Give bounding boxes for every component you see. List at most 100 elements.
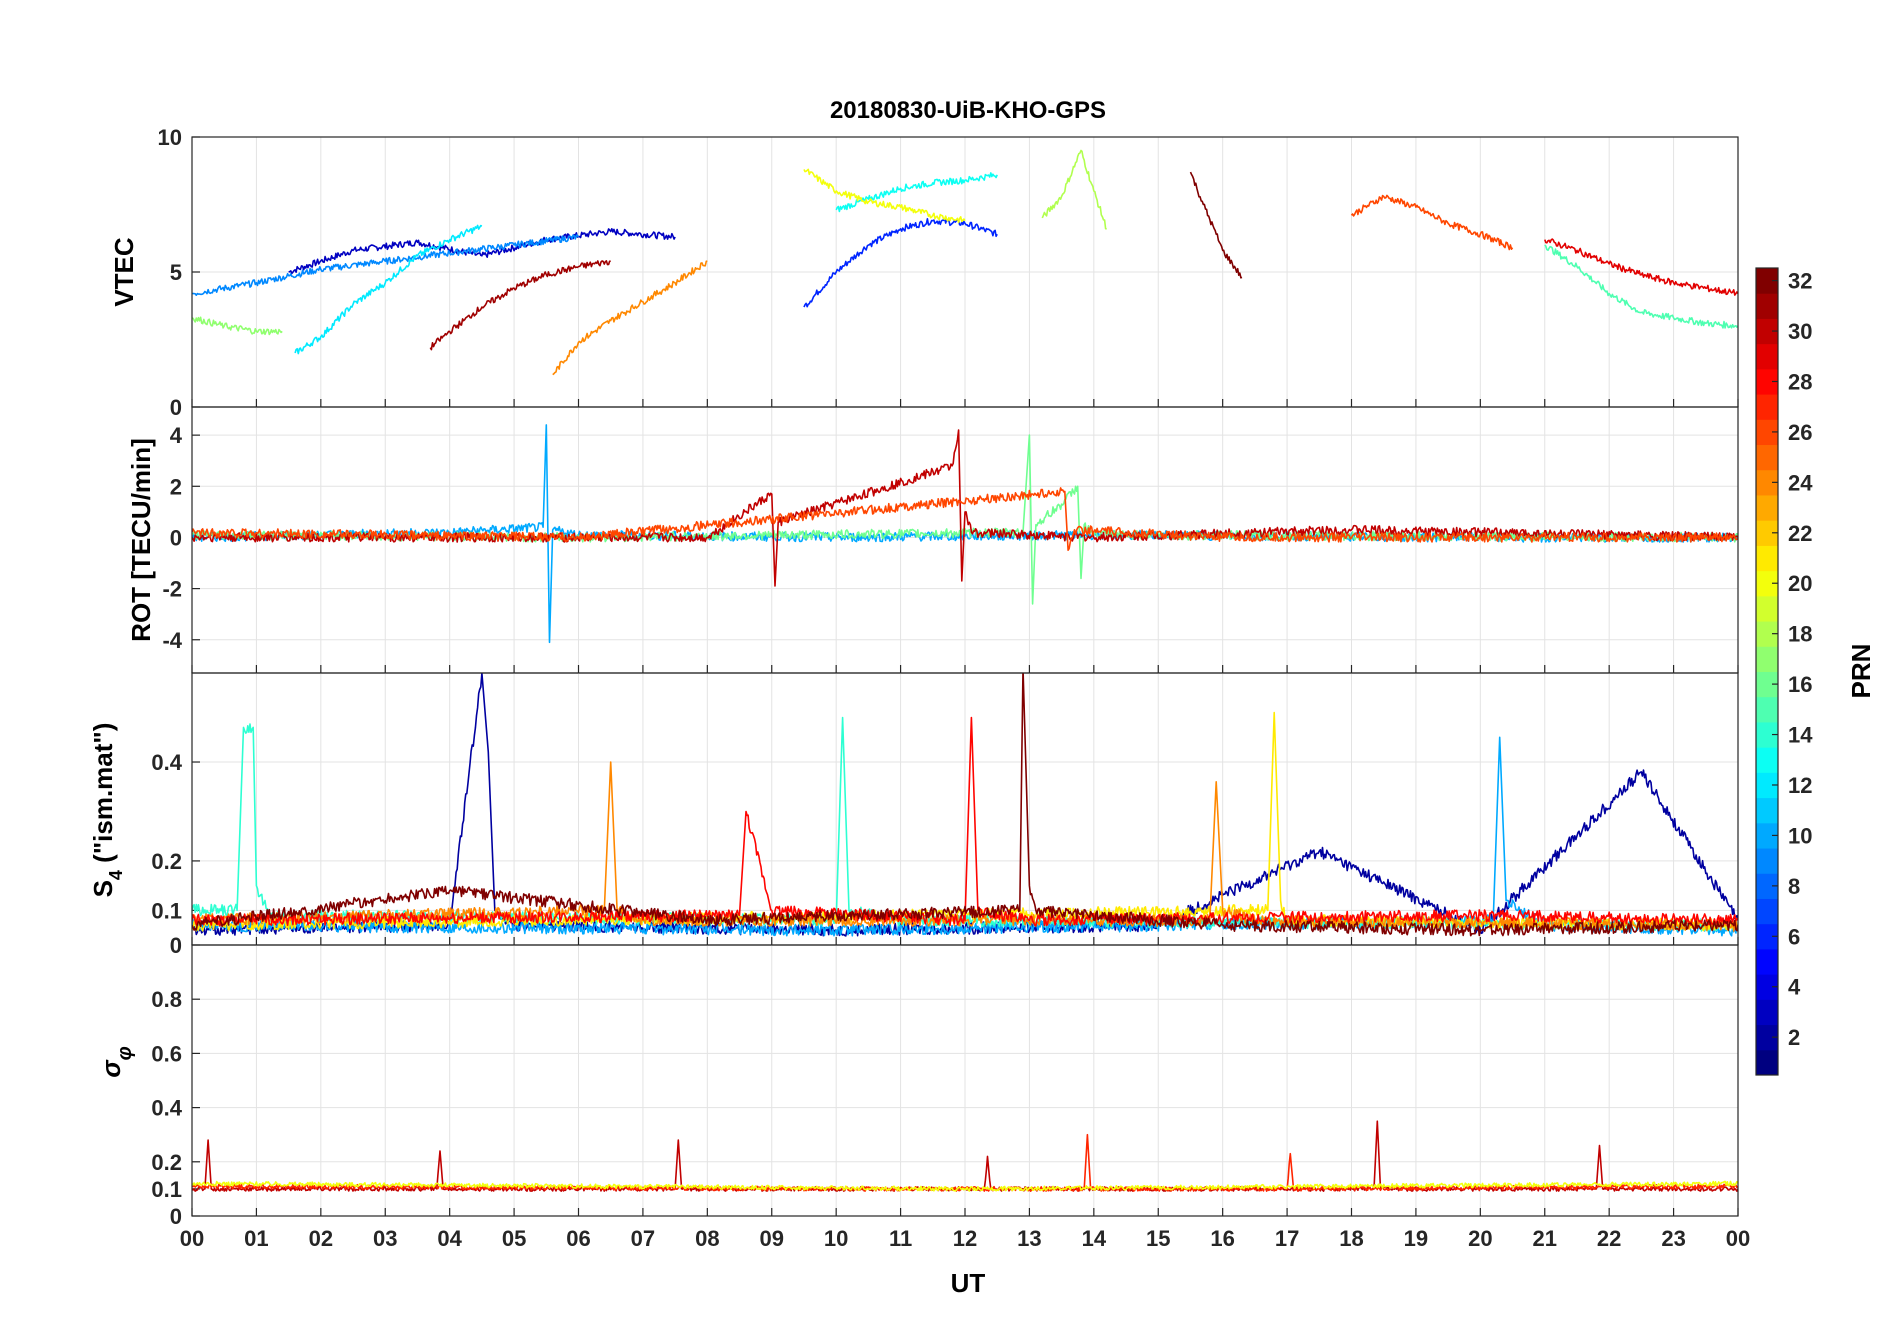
series-sigma_phi-prn-20 [192, 1180, 1738, 1192]
series-group-s4 [192, 673, 1738, 937]
colorbar-tick-label: 32 [1788, 269, 1812, 294]
x-tick-label: 13 [1017, 1226, 1041, 1251]
x-tick-label: 01 [244, 1226, 268, 1251]
series-vtec-prn-26 [1350, 194, 1514, 251]
colorbar-swatch-27 [1756, 394, 1778, 420]
series-group-vtec [192, 149, 1738, 376]
y-tick-label-s4: 0 [170, 933, 182, 958]
series-vtec-prn-24 [552, 260, 708, 376]
colorbar-tick-label: 16 [1788, 672, 1812, 697]
colorbar-swatch-21 [1756, 545, 1778, 572]
y-axis-label-vtec: VTEC [109, 237, 139, 307]
colorbar-swatch-32 [1756, 268, 1778, 294]
colorbar-swatch-10 [1756, 822, 1778, 849]
x-axis-label: UT [951, 1268, 986, 1298]
x-tick-label: 23 [1661, 1226, 1685, 1251]
series-vtec-prn-6 [803, 218, 998, 308]
panel-vtec: 0 5 10 [158, 125, 1739, 420]
colorbar-swatch-15 [1756, 696, 1778, 723]
x-tick-label: 10 [824, 1226, 848, 1251]
colorbar-swatch-6 [1756, 923, 1778, 950]
x-tick-label: 17 [1275, 1226, 1299, 1251]
colorbar-swatch-3 [1756, 999, 1778, 1026]
y-tick-label-vtec: 10 [158, 125, 182, 150]
colorbar-swatch-11 [1756, 797, 1778, 824]
y-tick-label-sigma_phi: 0.4 [151, 1096, 182, 1121]
colorbar-swatch-1 [1756, 1049, 1778, 1076]
series-vtec-prn-12 [294, 224, 483, 355]
colorbar-swatch-16 [1756, 671, 1778, 698]
series-s4-prn-32 [192, 673, 1738, 937]
y-axis-label-sigma-phi: σφ [96, 1046, 136, 1077]
x-tick-label: 14 [1082, 1226, 1107, 1251]
y-tick-label-rot: -2 [162, 577, 182, 602]
x-tick-label: 04 [437, 1226, 462, 1251]
colorbar-swatch-12 [1756, 772, 1778, 799]
colorbar-tick-label: 24 [1788, 470, 1813, 495]
x-tick-label: 03 [373, 1226, 397, 1251]
colorbar-tick-label: 8 [1788, 874, 1800, 899]
y-axis-label-s4: S4 ("ism.mat") [88, 723, 126, 898]
colorbar-swatch-13 [1756, 747, 1778, 773]
colorbar-tick-label: 28 [1788, 369, 1812, 394]
x-tick-label: 21 [1533, 1226, 1557, 1251]
x-tick-label: 20 [1468, 1226, 1492, 1251]
colorbar-swatch-2 [1756, 1024, 1778, 1051]
x-tick-label: 18 [1339, 1226, 1363, 1251]
series-rot-prn-30 [192, 429, 1738, 587]
colorbar-swatch-28 [1756, 368, 1778, 395]
series-vtec-prn-31 [429, 260, 611, 351]
y-tick-label-sigma_phi: 0 [170, 1204, 182, 1229]
y-tick-label-sigma_phi: 0.6 [151, 1041, 182, 1066]
series-rot-prn-26 [192, 487, 1738, 551]
series-vtec-prn-32 [1189, 171, 1243, 279]
series-vtec-prn-29 [1544, 238, 1738, 296]
y-axis-labels: VTEC ROT [TECU/min] S4 ("ism.mat") σφ [88, 237, 156, 1078]
x-tick-label: 19 [1404, 1226, 1428, 1251]
colorbar-swatch-18 [1756, 621, 1778, 647]
y-tick-label-s4: 0.4 [151, 750, 182, 775]
y-tick-label-s4: 0.2 [151, 849, 182, 874]
x-tick-label: 08 [695, 1226, 719, 1251]
x-tick-label: 15 [1146, 1226, 1170, 1251]
colorbar-tick-label: 6 [1788, 924, 1800, 949]
axes-box-sigma_phi [191, 944, 1739, 1217]
colorbar-swatch-17 [1756, 646, 1778, 672]
y-tick-label-rot: 2 [170, 474, 182, 499]
y-tick-label-rot: 4 [170, 423, 183, 448]
colorbar-tick-label: 12 [1788, 773, 1812, 798]
colorbar-swatch-7 [1756, 898, 1778, 925]
x-tick-label: 05 [502, 1226, 526, 1251]
x-tick-label: 12 [953, 1226, 977, 1251]
y-tick-label-sigma_phi: 0.2 [151, 1150, 182, 1175]
colorbar-swatch-23 [1756, 494, 1778, 521]
y-tick-label-rot: 0 [170, 525, 182, 550]
series-vtec-prn-18 [1041, 149, 1107, 230]
x-tick-label: 02 [309, 1226, 333, 1251]
y-tick-label-vtec: 0 [170, 395, 182, 420]
colorbar-tick-label: 22 [1788, 521, 1812, 546]
series-vtec-prn-20 [803, 168, 966, 224]
panel-s4: 0 0.1 0.2 0.4 [151, 672, 1739, 958]
colorbar-swatch-20 [1756, 570, 1778, 597]
chart-title: 20180830-UiB-KHO-GPS [830, 97, 1106, 124]
y-tick-label-s4: 0.1 [151, 898, 182, 923]
y-tick-label-rot: -4 [162, 628, 182, 653]
colorbar-swatch-25 [1756, 444, 1778, 471]
series-vtec-prn-9 [192, 234, 580, 296]
colorbar-swatch-26 [1756, 419, 1778, 446]
x-tick-label: 09 [760, 1226, 784, 1251]
colorbar-swatch-30 [1756, 318, 1778, 345]
x-tick-label: 11 [889, 1226, 912, 1251]
y-tick-label-vtec: 5 [170, 260, 182, 285]
colorbar-swatch-31 [1756, 293, 1778, 319]
y-tick-label-sigma_phi: 0.8 [151, 987, 182, 1012]
colorbar-swatch-9 [1756, 848, 1778, 874]
y-axis-label-rot: ROT [TECU/min] [126, 438, 156, 642]
colorbar-swatch-14 [1756, 721, 1778, 748]
colorbar-tick-label: 4 [1788, 975, 1801, 1000]
series-vtec-prn-13 [835, 172, 998, 213]
x-tick-label: 00 [1726, 1226, 1750, 1251]
